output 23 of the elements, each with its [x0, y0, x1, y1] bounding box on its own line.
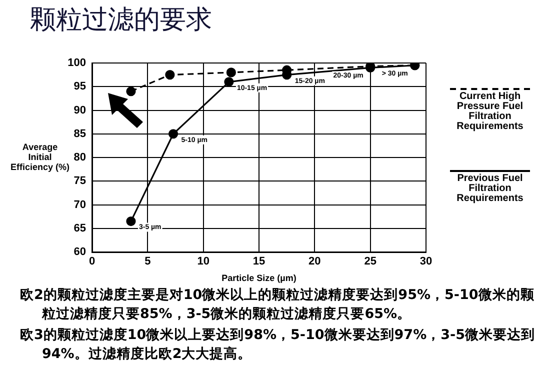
- text: Previous Fuel Filtration Requirements: [456, 173, 524, 204]
- y-tick-label: 65: [74, 222, 86, 234]
- y-tick-label: 85: [74, 128, 86, 140]
- x-tick-label: 20: [308, 256, 321, 268]
- x-tick-label: 10: [197, 256, 210, 268]
- x-tick-label: 30: [420, 256, 432, 268]
- y-tick-label: 95: [74, 80, 86, 93]
- y-tick-label: 90: [74, 104, 86, 116]
- x-axis-title: Particle Size (µm): [222, 273, 296, 284]
- x-tick-label: 25: [364, 256, 376, 268]
- chart-title: 颗粒过滤的要求: [30, 4, 212, 37]
- y-tick-label: 70: [74, 198, 86, 211]
- text: 欧2的颗粒过滤度主要是对10微米以上的颗粒过滤精度要达到95%，5-10微米的颗粒过滤精度只要85%，3-5微米的颗粒过滤精度只要65%。: [20, 286, 536, 324]
- y-tick-label: 60: [74, 246, 86, 258]
- text: Current High Pressure Fuel Filtration Requirements: [456, 91, 524, 132]
- y-tick-label: 100: [68, 57, 86, 70]
- y-axis-title: Average Initial Efficiency (%): [10, 142, 70, 172]
- text: 欧3的颗粒过滤度10微米以上要达到98%，5-10微米要达到97%，3-5微米要达到94%。过滤精度比欧2大大提高。: [20, 326, 536, 364]
- x-tick-label: 0: [88, 256, 96, 268]
- x-tick-label: 15: [252, 256, 266, 268]
- y-tick-label: 75: [74, 175, 86, 188]
- x-tick-label: 5: [144, 256, 151, 268]
- y-tick-label: 80: [74, 152, 86, 164]
